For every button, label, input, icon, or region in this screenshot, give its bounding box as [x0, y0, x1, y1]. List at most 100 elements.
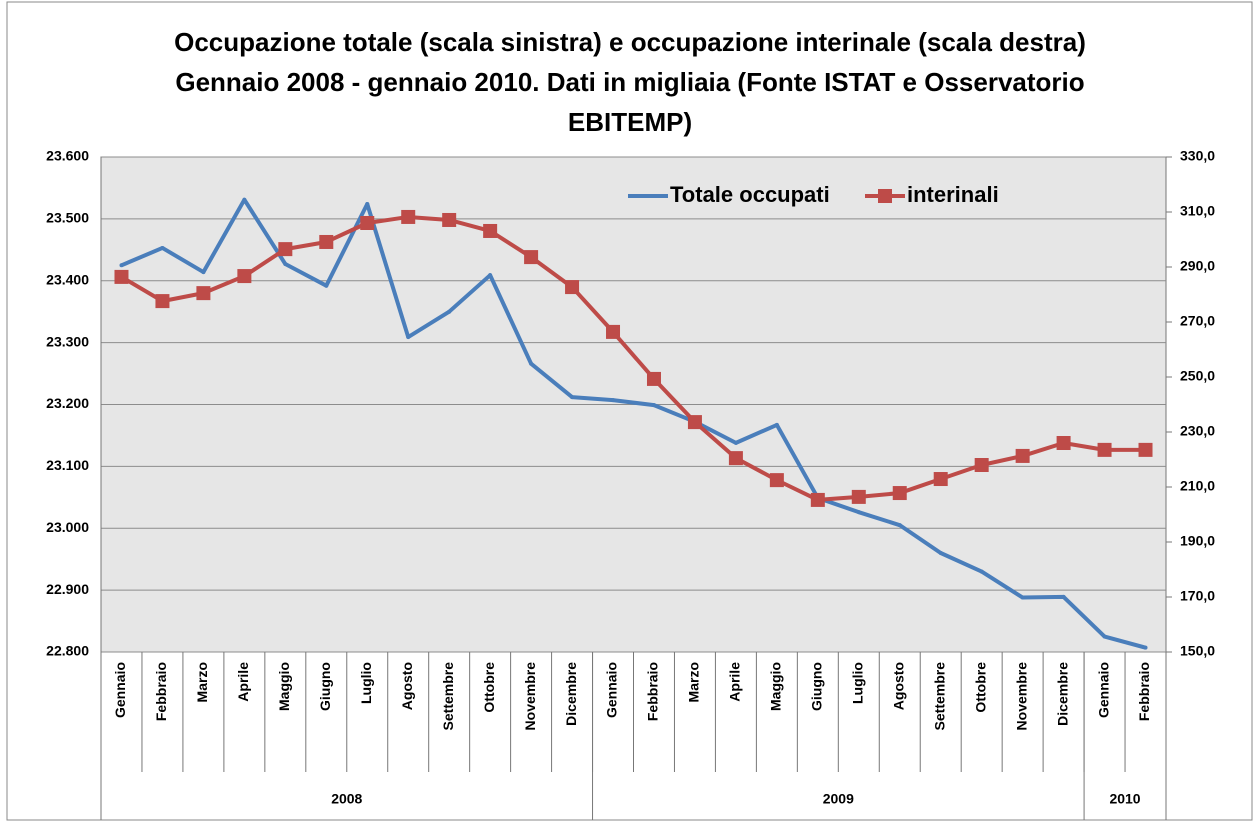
y-tick-label: 23.000: [46, 519, 89, 535]
x-tick-label: Settembre: [440, 662, 456, 731]
point: [897, 523, 902, 528]
y-tick-label: 23.500: [46, 210, 89, 226]
y-tick-label: 22.900: [46, 581, 89, 597]
point: [938, 551, 943, 555]
y-tick-label: 23.400: [46, 271, 89, 287]
y2-tick-label: 330,0: [1180, 148, 1215, 164]
y2-tick-label: 310,0: [1180, 203, 1215, 219]
x-tick-label: Giugno: [317, 662, 333, 711]
y-tick-label: 23.200: [46, 395, 89, 411]
legend-marker: [878, 189, 892, 203]
x-tick-label: Marzo: [194, 662, 210, 702]
y2-tick-label: 290,0: [1180, 258, 1215, 274]
marker: [1015, 448, 1030, 463]
marker: [565, 280, 580, 295]
x-tick-label: Giugno: [809, 662, 825, 711]
marker: [1097, 442, 1112, 457]
marker: [810, 492, 825, 507]
x-tick-label: Novembre: [1013, 662, 1029, 731]
marker: [483, 223, 498, 238]
x-tick-label: Agosto: [890, 662, 906, 710]
x-tick-label: Luglio: [358, 662, 374, 704]
point: [365, 202, 370, 207]
point: [283, 262, 288, 267]
point: [733, 440, 738, 445]
legend-label: Totale occupati: [670, 182, 830, 207]
y2-tick-label: 150,0: [1180, 643, 1215, 659]
marker: [892, 486, 907, 501]
x-tick-label: Agosto: [399, 662, 415, 710]
point: [447, 309, 452, 314]
series-line: [120, 197, 1147, 650]
chart-title: Occupazione totale (scala sinistra) e oc…: [174, 27, 1086, 137]
marker: [401, 209, 416, 224]
marker: [278, 242, 293, 257]
marker: [196, 286, 211, 301]
marker: [319, 234, 334, 249]
y-tick-label: 23.100: [46, 457, 89, 473]
y2-tick-label: 270,0: [1180, 313, 1215, 329]
legend-label: interinali: [907, 182, 999, 207]
point: [529, 361, 534, 366]
x-tick-label: Maggio: [768, 662, 784, 711]
x-tick-label: Novembre: [522, 662, 538, 731]
x-tick-label: Dicembre: [1054, 662, 1070, 726]
y-tick-label: 23.600: [46, 148, 89, 164]
y2-tick-label: 170,0: [1180, 588, 1215, 604]
marker: [114, 269, 129, 284]
point: [119, 263, 124, 268]
point: [1102, 634, 1107, 639]
y2-tick-label: 250,0: [1180, 368, 1215, 384]
point: [160, 245, 165, 250]
x-tick-label: Dicembre: [563, 662, 579, 726]
x-tick-label: Luglio: [849, 662, 865, 704]
x-tick-label: Ottobre: [972, 662, 988, 713]
point: [242, 197, 247, 202]
point: [201, 270, 206, 275]
x-tick-label: Gennaio: [604, 662, 620, 718]
marker: [155, 294, 170, 309]
x-tick-label: Aprile: [235, 662, 251, 702]
x-tick-label: Gennaio: [1095, 662, 1111, 718]
y-tick-label: 22.800: [46, 643, 89, 659]
marker: [687, 415, 702, 430]
marker: [1138, 442, 1153, 457]
y-tick-label: 23.300: [46, 333, 89, 349]
y2-tick-label: 190,0: [1180, 533, 1215, 549]
marker: [237, 269, 252, 284]
point: [856, 510, 861, 515]
marker: [606, 324, 621, 339]
y2-tick-label: 230,0: [1180, 423, 1215, 439]
point: [1143, 645, 1148, 650]
point: [1061, 594, 1066, 599]
x-tick-label: Febbraio: [645, 662, 661, 721]
marker: [360, 216, 375, 230]
point: [611, 398, 616, 403]
point: [570, 395, 575, 400]
point: [406, 335, 411, 340]
marker: [1056, 436, 1071, 450]
marker: [524, 250, 539, 265]
group-label: 2010: [1109, 791, 1140, 807]
x-tick-label: Febbraio: [1136, 662, 1152, 721]
x-tick-label: Maggio: [276, 662, 292, 711]
group-label: 2009: [823, 791, 854, 807]
marker: [974, 458, 989, 472]
point: [774, 422, 779, 427]
x-tick-label: Ottobre: [481, 662, 497, 713]
point: [651, 403, 656, 408]
marker: [728, 451, 743, 466]
point: [488, 273, 493, 278]
x-tick-label: Aprile: [727, 662, 743, 702]
group-label: 2008: [331, 791, 362, 807]
marker: [442, 212, 457, 227]
x-tick-label: Febbraio: [153, 662, 169, 721]
y2-tick-label: 210,0: [1180, 478, 1215, 494]
x-tick-label: Settembre: [931, 662, 947, 731]
x-tick-label: Marzo: [686, 662, 702, 702]
marker: [646, 371, 661, 386]
point: [979, 569, 984, 574]
x-tick-label: Gennaio: [112, 662, 128, 718]
